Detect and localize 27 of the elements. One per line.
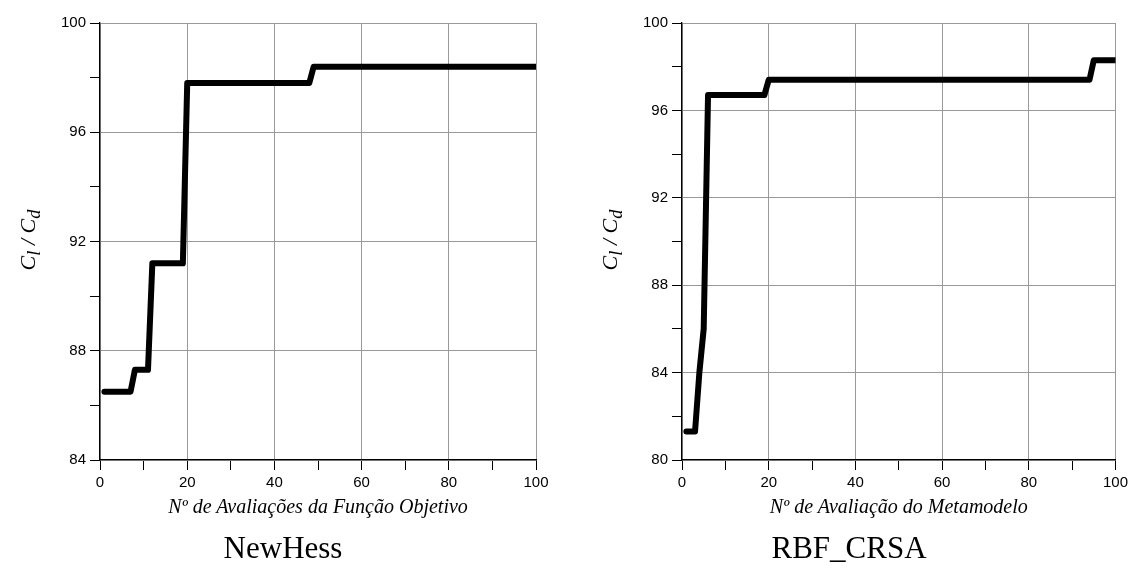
- x-tick-label: 40: [266, 473, 283, 491]
- x-tick-label: 20: [760, 473, 778, 491]
- x-tick-label: 0: [95, 473, 105, 491]
- y-tick-label: 96: [651, 100, 669, 118]
- y-tick-label: 84: [69, 450, 87, 468]
- y-tick-label: 92: [651, 187, 669, 205]
- text: NewHess: [222, 530, 344, 566]
- x-tick-label: 100: [523, 473, 549, 491]
- y-tick-label: 92: [69, 231, 87, 249]
- x-tick-label: 80: [440, 473, 458, 491]
- y-tick-label: 100: [61, 13, 87, 31]
- x-tick-label: 0: [677, 473, 687, 491]
- x-tick-label: 80: [1020, 473, 1038, 491]
- x-axis-title: Nº de Avaliação do Metamodelo: [768, 495, 1028, 519]
- x-tick-label: 60: [933, 473, 951, 491]
- x-tick-label: 60: [353, 473, 370, 491]
- x-tick-label: 100: [1102, 473, 1128, 491]
- y-tick-label: 80: [651, 450, 669, 468]
- x-tick-label: 20: [178, 473, 196, 491]
- y-tick-label: 84: [651, 362, 669, 380]
- y-tick-label: 100: [643, 13, 669, 31]
- x-axis-title: Nº de Avaliações da Função Objetivo: [167, 495, 468, 519]
- y-tick-label: 88: [69, 340, 87, 358]
- y-tick-label: 96: [69, 122, 87, 140]
- text: RBF_CRSA: [770, 530, 928, 566]
- y-tick-label: 88: [651, 275, 669, 293]
- x-tick-label: 40: [847, 473, 864, 491]
